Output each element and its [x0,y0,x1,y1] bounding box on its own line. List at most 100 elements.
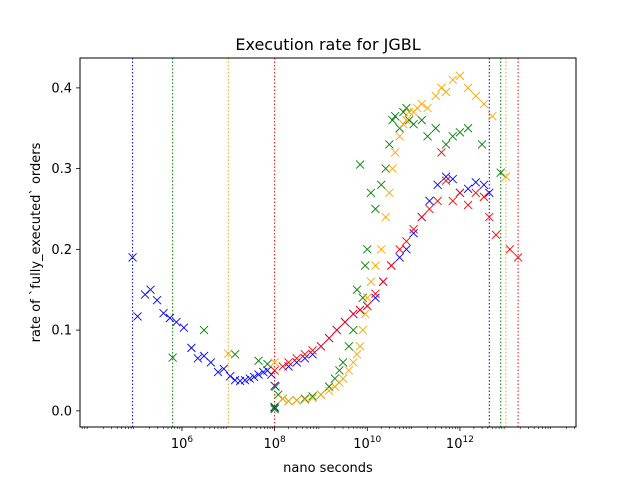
data-point-series3 [284,358,293,367]
plot-frame [79,57,577,428]
data-point-series2 [448,75,458,85]
data-point-series1 [360,261,370,270]
data-point-series2 [431,91,441,101]
data-point-series1 [338,358,348,367]
data-point-series0 [395,253,404,262]
data-point-series1 [199,325,209,335]
data-point-series1 [344,341,354,351]
data-point-series1 [477,140,487,149]
data-point-series2 [479,99,489,109]
data-point-series3 [491,230,501,240]
data-point-series1 [448,132,458,141]
data-point-series0 [240,375,250,385]
data-point-series3 [308,345,317,355]
data-point-series1 [455,127,465,137]
data-point-series0 [308,350,317,359]
data-point-series2 [402,115,411,125]
data-points [128,71,523,414]
data-point-series2 [349,358,358,367]
data-point-series0 [402,245,411,254]
data-point-series0 [206,358,216,367]
data-point-series2 [385,188,394,198]
data-point-series2 [338,374,348,383]
data-point-series0 [219,364,229,374]
data-point-series2 [308,393,317,403]
data-point-series2 [441,87,451,97]
data-point-series0 [152,295,162,305]
data-point-series1 [270,404,279,414]
data-point-series1 [463,123,473,133]
data-point-series2 [316,390,326,400]
data-point-series3 [448,196,458,206]
data-point-series0 [425,196,434,206]
x-axis-ticks: 106 108 1010 1012 [81,427,576,452]
data-point-series1 [168,353,177,362]
data-point-series3 [270,366,279,375]
data-point-series2 [284,396,293,406]
data-point-series2 [358,325,368,335]
data-point-series0 [441,172,451,182]
data-point-series1 [441,140,451,149]
data-point-series0 [409,228,418,238]
data-point-series3 [316,341,326,351]
data-point-series0 [267,370,276,379]
data-point-series2 [355,341,365,351]
data-point-series3 [395,245,404,254]
data-point-series3 [349,309,358,319]
data-point-series0 [433,180,442,190]
data-point-series3 [441,176,451,186]
x-tick-label: 106 [171,435,194,452]
x-tick-label: 1012 [446,435,474,452]
data-point-series1 [263,359,272,369]
data-point-series2 [362,293,372,303]
data-point-series1 [388,115,397,125]
data-point-series1 [349,325,358,335]
x-tick-label: 108 [263,435,286,452]
data-point-series3 [484,212,494,222]
data-point-series3 [409,224,418,234]
data-point-series1 [355,160,365,169]
data-point-series1 [366,188,376,198]
y-tick-label: 0.0 [51,404,72,419]
data-point-series0 [371,293,380,303]
data-point-series2 [455,71,465,81]
data-point-series2 [423,103,432,113]
y-tick-label: 0.1 [51,324,72,339]
data-point-series0 [300,354,310,363]
y-tick-label: 0.4 [51,81,72,96]
data-point-series3 [455,188,465,198]
data-point-series1 [390,111,400,121]
data-point-series0 [146,285,155,295]
data-point-series3 [471,188,481,198]
data-point-series2 [371,261,380,270]
data-point-series0 [165,313,175,323]
y-tick-label: 0.3 [51,162,72,177]
data-point-series3 [463,200,473,210]
data-point-series2 [501,172,511,182]
data-point-series1 [409,119,418,129]
data-point-series1 [271,382,280,391]
data-point-series3 [378,277,388,286]
data-point-series2 [270,358,279,367]
data-point-series1 [376,180,386,190]
y-axis-label: rate of `fully_executed` orders [29,142,44,342]
data-point-series1 [381,164,391,173]
data-point-series1 [371,204,380,214]
data-point-series3 [417,212,427,222]
data-point-series1 [402,103,411,113]
x-tick-label: 1010 [353,435,381,452]
data-point-series3 [324,333,334,343]
data-point-series3 [425,204,434,214]
data-point-series3 [386,261,396,270]
data-point-series1 [496,168,506,177]
data-point-series2 [488,111,497,121]
data-point-series2 [360,309,370,319]
data-point-series2 [388,164,397,173]
data-point-series3 [292,354,302,363]
data-point-series0 [172,317,181,327]
data-point-series1 [358,293,368,303]
data-point-series0 [213,367,223,377]
data-point-series3 [355,305,365,315]
data-point-series0 [179,323,189,333]
